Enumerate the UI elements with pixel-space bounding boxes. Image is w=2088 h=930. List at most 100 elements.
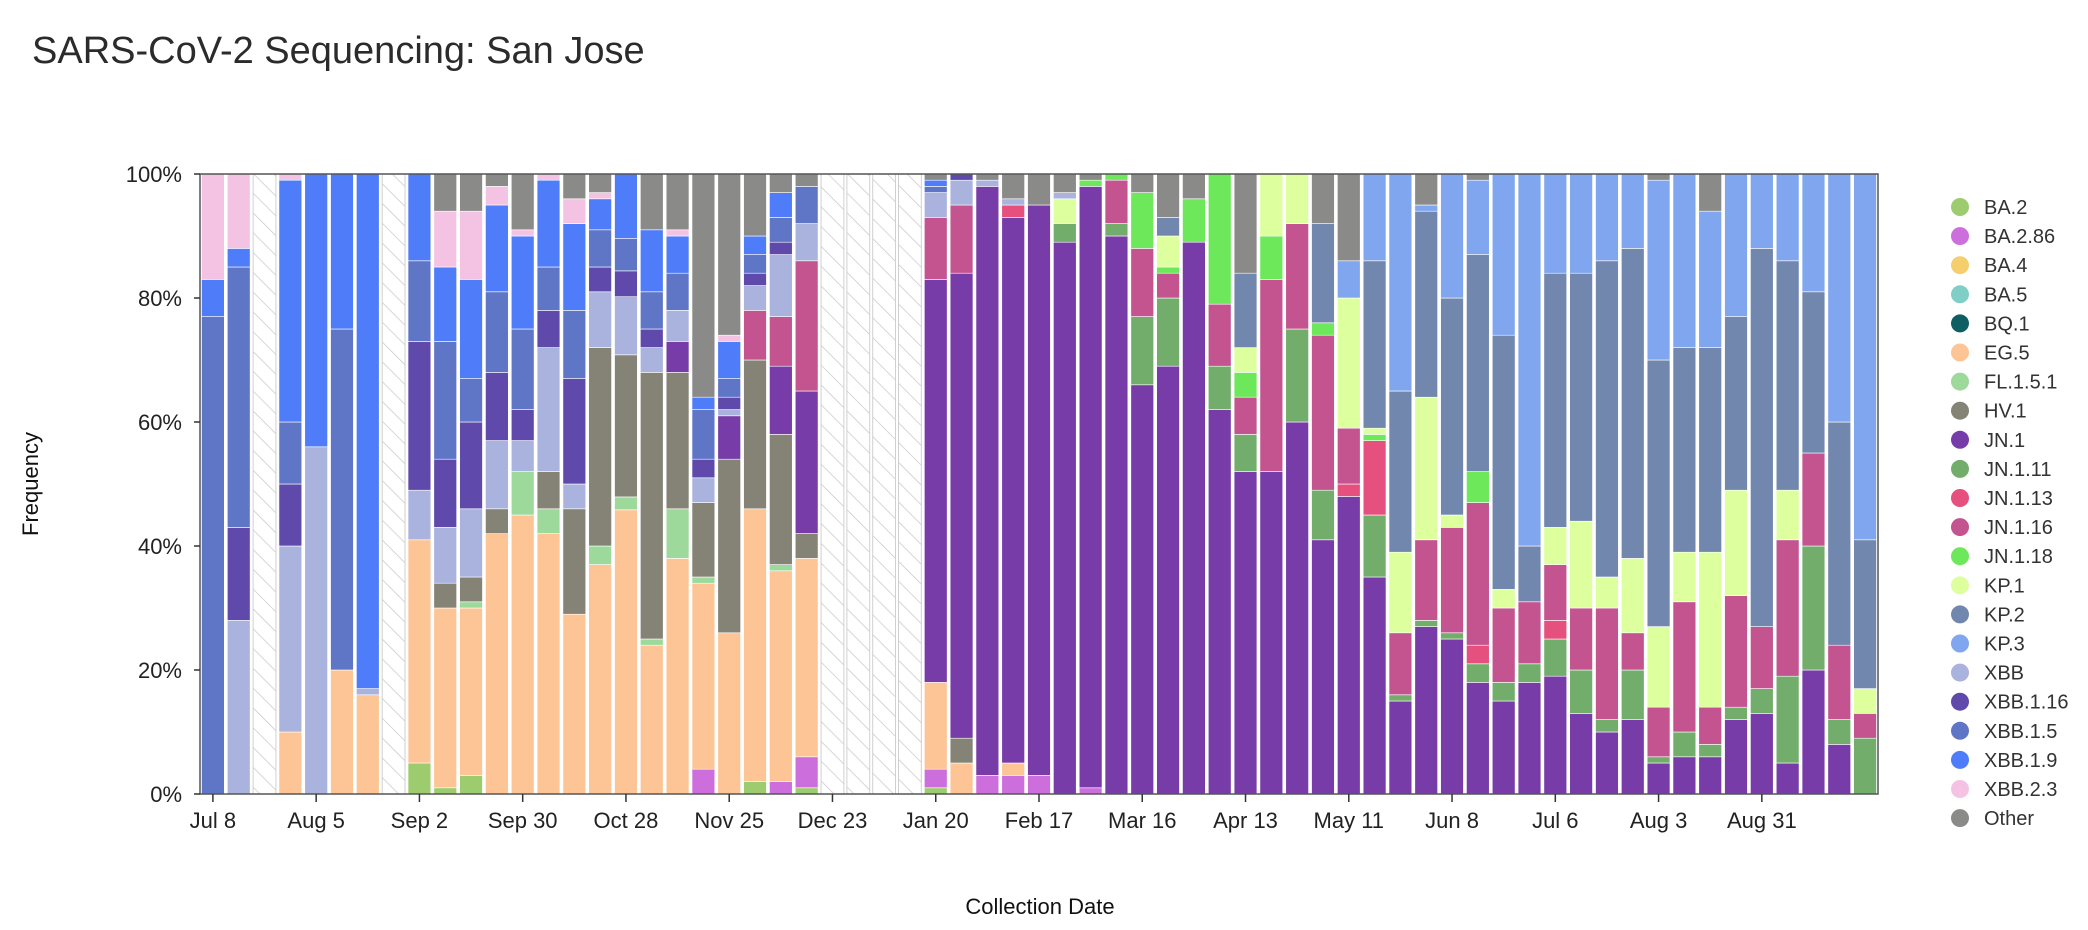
legend-label: XBB.2.3: [1984, 779, 2057, 801]
bar-segment: [924, 186, 948, 193]
legend-label: XBB: [1984, 663, 2024, 685]
bar-segment: [769, 192, 793, 218]
bar-segment: [665, 341, 690, 373]
bar-segment: [924, 768, 948, 789]
bar-segment: [407, 762, 432, 795]
bar-segment: [1646, 626, 1671, 708]
bar-segment: [1156, 266, 1180, 274]
bar-segment: [949, 204, 974, 274]
legend-swatch: [1951, 459, 1969, 478]
bar-segment: [1388, 390, 1413, 553]
bar-segment: [665, 229, 690, 237]
x-tick-label: Jul 8: [190, 808, 236, 833]
bar-segment: [1440, 638, 1464, 795]
bar-segment: [717, 458, 741, 634]
bar-segment: [1259, 279, 1284, 472]
bar-segment: [485, 186, 509, 206]
bar-segment: [1491, 173, 1516, 336]
bar-segment: [510, 328, 535, 410]
bar-segment: [433, 787, 457, 795]
bar-segment: [1491, 589, 1516, 609]
bar-segment: [717, 378, 741, 398]
bar-segment: [1775, 489, 1800, 541]
bar-segment: [1337, 173, 1361, 262]
bar-segment: [665, 508, 690, 559]
bar-segment: [665, 272, 690, 311]
bar-segment: [1053, 173, 1077, 193]
bar-segment: [1233, 434, 1258, 472]
bar-segment: [407, 173, 432, 262]
bar-segment: [1311, 173, 1335, 224]
bar-segment: [949, 173, 974, 181]
bar-segment: [278, 179, 303, 423]
bar-segment: [949, 762, 974, 795]
bar-segment: [562, 198, 587, 224]
bar-segment: [1698, 756, 1722, 795]
bar-segment: [691, 582, 716, 770]
bar-segment: [356, 688, 380, 696]
x-tick-label: Oct 28: [594, 808, 659, 833]
bar-segment: [924, 787, 948, 795]
bar-segment: [1053, 198, 1077, 224]
legend-label: FL.1.5.1: [1984, 372, 2057, 394]
bar-segment: [1750, 688, 1774, 714]
bar-segment: [304, 173, 328, 448]
bar-segment: [1672, 347, 1697, 553]
bar-segment: [485, 440, 509, 510]
bar-segment: [536, 310, 561, 348]
y-tick-label: 100%: [126, 162, 182, 187]
bar-segment: [1259, 471, 1284, 795]
bar-segment: [924, 192, 948, 218]
bar-segment: [1517, 663, 1542, 683]
bar-segment: [1595, 173, 1619, 262]
bar-segment: [1827, 644, 1851, 720]
bar-segment: [743, 310, 767, 361]
bar-segment: [1827, 173, 1851, 423]
bar-segment: [227, 173, 251, 249]
bar-segment: [1466, 173, 1490, 181]
bar-segment: [459, 210, 483, 280]
bar-segment: [1156, 173, 1180, 218]
bar-segment: [1362, 173, 1387, 262]
bar-segment: [330, 173, 354, 330]
bar-segment: [330, 669, 354, 795]
legend-label: KP.3: [1984, 634, 2025, 656]
legend-swatch: [1951, 576, 1969, 595]
x-tick-label: Aug 3: [1630, 808, 1688, 833]
bar-segment: [1672, 173, 1697, 348]
bar-segment: [1078, 179, 1103, 187]
bar-segment: [1001, 762, 1025, 776]
legend-swatch: [1951, 750, 1969, 769]
bar-segment: [1672, 601, 1697, 733]
bar-segment: [227, 527, 251, 621]
bar-segment: [562, 173, 587, 200]
legend-label: BA.2: [1984, 197, 2027, 219]
bar-segment: [1827, 719, 1851, 745]
bar-segment: [1517, 545, 1542, 603]
x-tick-label: Apr 13: [1213, 808, 1278, 833]
bar-segment: [794, 186, 819, 224]
bar-segment: [924, 279, 948, 683]
bar-segment: [433, 341, 457, 460]
bar-segment: [665, 173, 690, 231]
bar-segment: [1621, 558, 1645, 634]
legend-swatch: [1951, 401, 1969, 420]
bar-segment: [1414, 620, 1438, 627]
bar-segment: [614, 354, 638, 498]
bar-segment: [1466, 644, 1490, 665]
bar-segment: [201, 279, 225, 317]
bar-segment: [769, 254, 793, 317]
bar-segment: [769, 173, 793, 193]
bar-segment: [1285, 421, 1309, 795]
x-tick-label: Jan 20: [903, 808, 969, 833]
bar-segment: [743, 285, 767, 311]
bar-segment: [1208, 365, 1232, 410]
bar-segment: [536, 533, 561, 795]
bar-segment: [433, 173, 457, 212]
bar-segment: [949, 272, 974, 739]
bar-segment: [1569, 272, 1593, 522]
legend-swatch: [1951, 692, 1969, 711]
legend-label: JN.1.13: [1984, 488, 2053, 510]
bar-segment: [510, 409, 535, 441]
bar-segment: [794, 223, 819, 262]
